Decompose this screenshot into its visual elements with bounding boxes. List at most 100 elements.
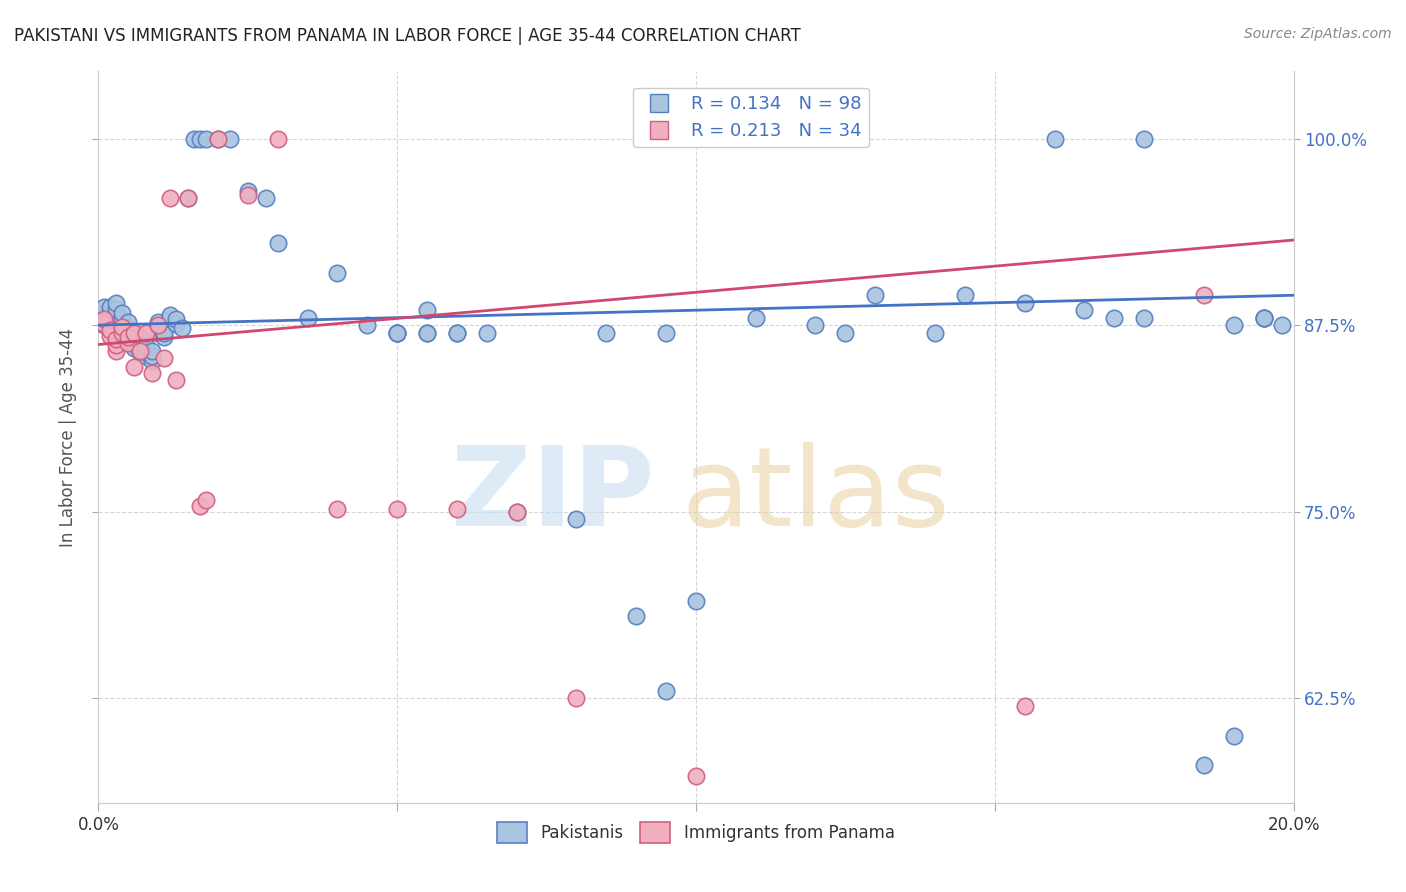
Point	[105, 313, 128, 327]
Point	[111, 327, 134, 342]
Point	[129, 341, 152, 355]
Point	[93, 318, 115, 332]
Point	[475, 326, 498, 340]
Text: PAKISTANI VS IMMIGRANTS FROM PANAMA IN LABOR FORCE | AGE 35-44 CORRELATION CHART: PAKISTANI VS IMMIGRANTS FROM PANAMA IN L…	[14, 27, 801, 45]
Point	[1253, 310, 1275, 325]
Point	[124, 341, 146, 355]
Point	[105, 337, 128, 351]
Point	[141, 343, 163, 358]
Point	[685, 769, 707, 783]
Point	[98, 317, 122, 331]
Point	[98, 323, 122, 337]
Point	[1253, 310, 1275, 325]
Point	[129, 343, 152, 358]
Point	[93, 300, 115, 314]
Point	[207, 131, 229, 145]
Point	[416, 326, 439, 340]
Point	[446, 501, 468, 516]
Point	[129, 345, 152, 359]
Point	[105, 295, 128, 310]
Point	[105, 343, 128, 358]
Point	[172, 321, 194, 335]
Point	[188, 131, 211, 145]
Point	[1192, 758, 1215, 772]
Point	[111, 332, 134, 346]
Point	[326, 501, 349, 516]
Text: ZIP: ZIP	[451, 442, 654, 549]
Point	[655, 326, 678, 340]
Point	[141, 354, 163, 368]
Point	[98, 321, 122, 335]
Point	[159, 312, 181, 326]
Point	[745, 310, 768, 325]
Point	[141, 350, 163, 364]
Point	[98, 300, 122, 314]
Point	[105, 323, 128, 337]
Point	[236, 188, 259, 202]
Point	[93, 312, 115, 326]
Point	[117, 332, 139, 346]
Legend: Pakistanis, Immigrants from Panama: Pakistanis, Immigrants from Panama	[491, 815, 901, 849]
Point	[148, 326, 170, 340]
Point	[1043, 131, 1066, 145]
Point	[111, 323, 134, 337]
Point	[595, 326, 617, 340]
Point	[159, 191, 181, 205]
Point	[297, 310, 319, 325]
Point	[267, 131, 290, 145]
Point	[326, 266, 349, 280]
Point	[135, 345, 157, 359]
Point	[385, 501, 409, 516]
Point	[105, 332, 128, 346]
Point	[1014, 698, 1036, 713]
Point	[93, 317, 115, 331]
Point	[1104, 310, 1126, 325]
Point	[124, 332, 146, 346]
Point	[385, 326, 409, 340]
Point	[124, 359, 146, 374]
Point	[865, 288, 887, 302]
Point	[356, 318, 378, 332]
Point	[117, 330, 139, 344]
Point	[124, 326, 146, 340]
Point	[1133, 310, 1156, 325]
Point	[177, 191, 200, 205]
Point	[111, 312, 134, 326]
Point	[183, 131, 205, 145]
Point	[148, 318, 170, 332]
Point	[416, 326, 439, 340]
Point	[129, 330, 152, 344]
Point	[165, 317, 187, 331]
Point	[141, 366, 163, 380]
Point	[1014, 295, 1036, 310]
Point	[506, 505, 529, 519]
Point	[129, 334, 152, 349]
Point	[385, 326, 409, 340]
Point	[153, 326, 176, 340]
Point	[1223, 318, 1246, 332]
Point	[105, 318, 128, 332]
Point	[148, 319, 170, 334]
Point	[111, 306, 134, 320]
Point	[117, 336, 139, 351]
Point	[98, 310, 122, 325]
Point	[93, 306, 115, 320]
Point	[153, 351, 176, 365]
Text: atlas: atlas	[682, 442, 949, 549]
Point	[446, 326, 468, 340]
Point	[506, 505, 529, 519]
Point	[1253, 310, 1275, 325]
Point	[565, 691, 588, 706]
Point	[953, 288, 976, 302]
Point	[195, 492, 218, 507]
Point	[135, 326, 157, 340]
Point	[165, 373, 187, 387]
Point	[655, 683, 678, 698]
Point	[124, 326, 146, 340]
Point	[117, 336, 139, 351]
Point	[98, 306, 122, 320]
Y-axis label: In Labor Force | Age 35-44: In Labor Force | Age 35-44	[59, 327, 77, 547]
Point	[804, 318, 827, 332]
Point	[105, 301, 128, 316]
Point	[626, 609, 648, 624]
